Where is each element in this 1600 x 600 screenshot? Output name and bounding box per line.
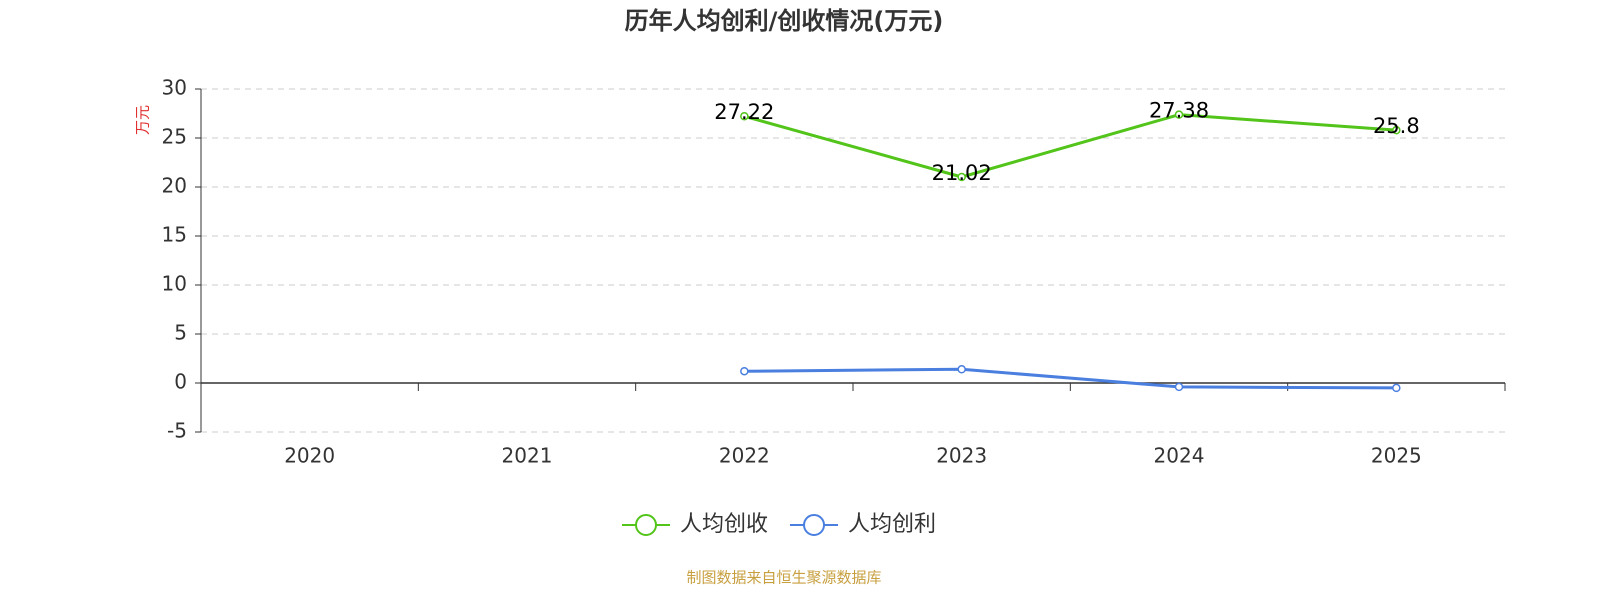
legend-marker (803, 514, 826, 536)
source-note: 制图数据来自恒生聚源数据库 (686, 569, 881, 587)
data-point (1392, 125, 1401, 135)
data-label: 25.8 (1373, 114, 1420, 138)
y-tick-label: 5 (174, 321, 187, 345)
y-tick-label: 0 (174, 370, 187, 394)
legend-label: 人均创收 (680, 512, 768, 537)
series-line (743, 113, 1397, 179)
x-tick-label: 2022 (719, 444, 770, 468)
legend-label: 人均创利 (848, 512, 936, 537)
data-label: 21.02 (932, 161, 992, 185)
data-label: 27.22 (714, 100, 774, 124)
chart-title: 历年人均创利/创收情况(万元) (625, 7, 944, 35)
y-tick-label: -5 (167, 419, 187, 443)
data-point (1174, 110, 1184, 119)
x-tick-label: 2025 (1371, 444, 1422, 468)
series-line (744, 367, 1397, 390)
y-tick-label: 25 (162, 125, 187, 149)
data-point (957, 365, 966, 374)
x-tick-label: 2024 (1154, 444, 1205, 468)
data-point (957, 172, 966, 182)
legend-marker (635, 514, 657, 536)
y-axis-label: 万元 (134, 105, 152, 135)
data-label: 27.38 (1149, 99, 1209, 123)
x-tick-label: 2023 (936, 444, 987, 468)
y-tick-label: 15 (162, 223, 187, 247)
data-point (740, 366, 749, 376)
y-tick-label: 30 (162, 76, 187, 100)
y-tick-label: 10 (162, 272, 187, 296)
data-point (1392, 383, 1401, 393)
x-tick-label: 2020 (284, 444, 335, 468)
data-point (1174, 382, 1184, 392)
y-tick-label: 20 (162, 174, 187, 198)
x-tick-label: 2021 (502, 444, 553, 468)
data-point (740, 111, 749, 121)
